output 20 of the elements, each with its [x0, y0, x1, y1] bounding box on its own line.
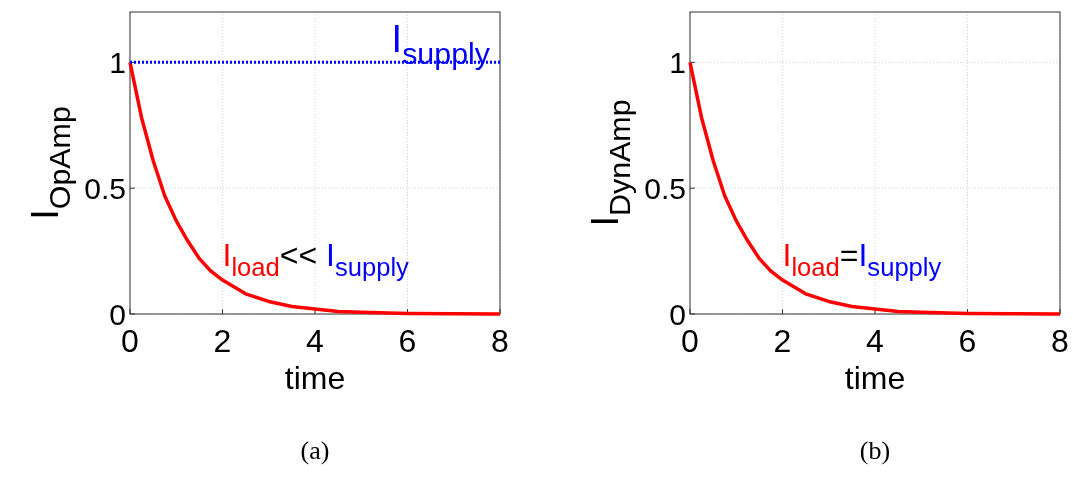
y-tick-label: 0.5 — [84, 171, 126, 205]
x-tick-label: 2 — [773, 323, 792, 359]
y-tick-label: 1 — [109, 45, 126, 79]
y-tick-label: 0.5 — [644, 171, 686, 205]
x-tick-label: 8 — [1051, 323, 1069, 359]
x-tick-label: 4 — [306, 323, 324, 359]
annotation: I$_{load}$=I$_{supply}$ — [782, 236, 942, 282]
x-tick-label: 4 — [866, 323, 884, 359]
x-axis-title: time — [844, 360, 906, 396]
text: (b) — [859, 436, 891, 465]
x-tick-label: 6 — [398, 323, 417, 359]
x-axis-title: time — [284, 360, 346, 396]
x-tick-label: 6 — [958, 323, 977, 359]
y-tick-label: 1 — [669, 45, 686, 79]
annotation: I$_{load}$<< I$_{supply}$ — [222, 236, 410, 282]
x-tick-label: 8 — [491, 323, 509, 359]
y-tick-label: 0 — [669, 297, 686, 331]
y-tick-label: 0 — [109, 297, 126, 331]
text: (a) — [300, 436, 330, 465]
x-tick-label: 2 — [213, 323, 232, 359]
